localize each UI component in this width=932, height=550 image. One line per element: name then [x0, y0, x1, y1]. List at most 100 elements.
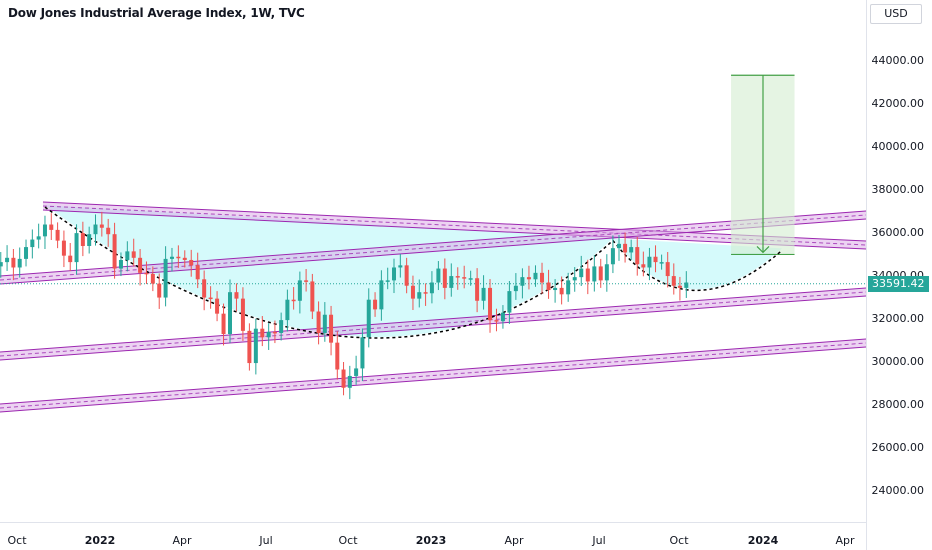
candle-body: [266, 331, 271, 338]
candle: [272, 320, 277, 344]
ascending-channel-upper: [0, 210, 867, 285]
candle: [553, 279, 558, 303]
ascending-channel-middle: [0, 287, 867, 361]
candle-body: [494, 320, 499, 322]
candle-body: [93, 224, 98, 235]
channel-band-midline: [0, 342, 867, 409]
candle-body: [533, 272, 538, 280]
candle-body: [373, 299, 378, 310]
price-tick-label: 26000.00: [872, 441, 925, 454]
candle-body: [125, 251, 130, 260]
candle: [635, 236, 640, 276]
candle: [455, 267, 460, 290]
candle-body: [74, 233, 79, 263]
candle-body: [572, 277, 577, 281]
candle-body: [507, 291, 512, 313]
candle: [93, 214, 98, 246]
candle-body: [623, 243, 628, 253]
candle: [11, 249, 16, 281]
candle-body: [55, 229, 60, 241]
candle: [202, 270, 207, 311]
candle-body: [462, 277, 467, 279]
candle-body: [553, 287, 558, 291]
candle-body: [5, 257, 10, 263]
candle-body: [475, 278, 480, 301]
candle: [360, 328, 365, 382]
candle-body: [240, 298, 245, 331]
cup-fill-area: [44, 205, 613, 337]
candle: [234, 283, 239, 312]
candle: [436, 261, 441, 291]
candle: [144, 261, 149, 285]
channel-band-edge: [0, 295, 867, 361]
candle-body: [423, 292, 428, 294]
candle: [475, 268, 480, 313]
time-tick-label: Apr: [504, 534, 524, 547]
candle: [285, 289, 290, 332]
candle-body: [176, 256, 181, 259]
ascending-channel-lower: [0, 338, 867, 413]
candle: [566, 272, 571, 302]
time-tick-label: Jul: [258, 534, 272, 547]
candle-body: [559, 287, 564, 295]
channel-band-edge: [0, 218, 867, 285]
candle: [0, 252, 3, 278]
candle: [157, 273, 162, 309]
time-tick-label: 2023: [416, 534, 447, 547]
candle-body: [61, 240, 66, 256]
candle: [5, 245, 10, 271]
candle-body: [455, 276, 460, 278]
candle: [74, 224, 79, 275]
candle-body: [671, 276, 676, 286]
candle-body: [297, 280, 302, 301]
candle-body: [347, 375, 352, 388]
candle: [42, 215, 47, 250]
candle: [80, 221, 85, 257]
channel-band-edge: [0, 338, 867, 405]
candle: [310, 273, 315, 320]
price-tick-label: 30000.00: [872, 355, 925, 368]
candle: [208, 286, 213, 309]
candle-body: [579, 268, 584, 278]
candle-body: [617, 243, 621, 249]
time-tick-label: Oct: [338, 534, 358, 547]
candle: [653, 245, 658, 273]
channel-band-midline: [0, 214, 867, 281]
candle: [488, 279, 493, 333]
candle-body: [629, 247, 634, 253]
candle: [559, 276, 564, 305]
candle-body: [182, 257, 187, 260]
candle: [195, 252, 200, 289]
price-tick-label: 24000.00: [872, 484, 925, 497]
candle: [347, 365, 352, 400]
candle: [55, 222, 60, 249]
candle-body: [310, 281, 315, 312]
candle-body: [488, 287, 493, 321]
candle-body: [335, 342, 340, 370]
currency-selector[interactable]: USD: [870, 4, 922, 24]
channel-band-edge: [0, 346, 867, 413]
candle: [379, 270, 384, 321]
candle-body: [11, 257, 16, 268]
candle: [468, 270, 473, 286]
candle-body: [169, 256, 174, 259]
candle-body: [80, 233, 85, 247]
candle: [398, 253, 403, 278]
candle-body: [598, 266, 603, 281]
candle-body: [436, 268, 441, 283]
candle-body: [392, 267, 397, 281]
candle-body: [138, 257, 143, 273]
price-tick-label: 38000.00: [872, 183, 925, 196]
candle-body: [513, 285, 518, 292]
candle-body: [106, 227, 111, 235]
candle: [322, 302, 327, 342]
candle-body: [316, 311, 321, 333]
time-tick-label: Jul: [591, 534, 605, 547]
candle-body: [604, 264, 609, 281]
candle-body: [291, 299, 296, 302]
time-tick-label: Oct: [7, 534, 27, 547]
candle-body: [354, 368, 359, 376]
candle-body: [360, 337, 365, 369]
candle-body: [221, 313, 226, 335]
